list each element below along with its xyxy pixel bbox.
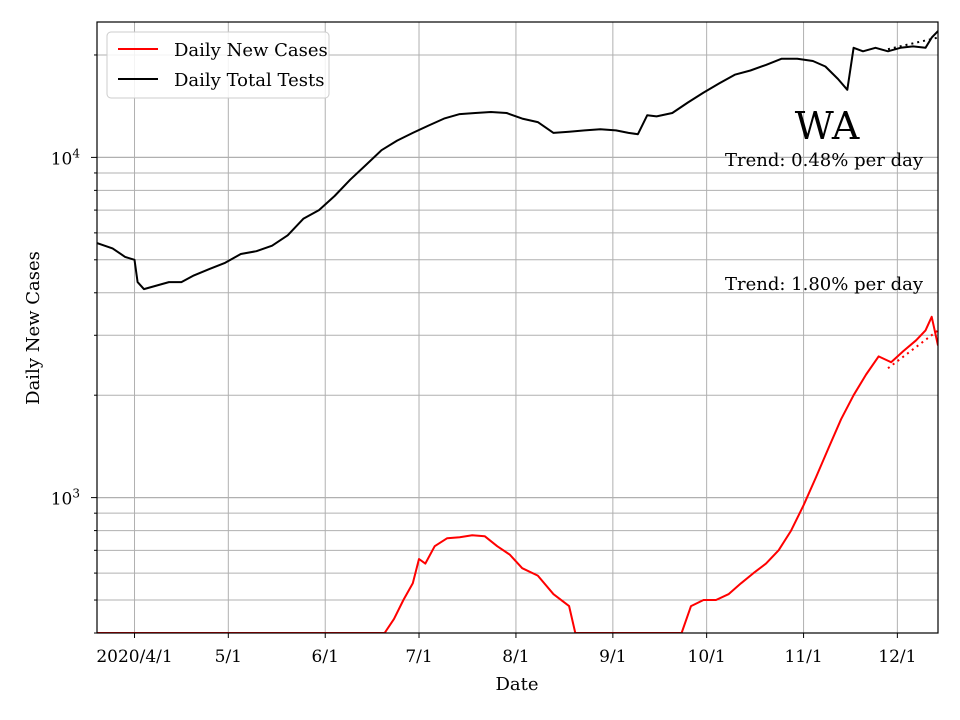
trend-annotation-cases: Trend: 1.80% per day (725, 274, 924, 295)
legend-label-cases: Daily New Cases (174, 40, 328, 61)
x-tick-label: 9/1 (599, 647, 626, 667)
x-tick-label: 10/1 (688, 647, 726, 667)
trend-line-daily-new-cases (887, 329, 938, 370)
x-tick-label: 2020/4/1 (96, 647, 172, 667)
x-axis-label: Date (495, 674, 538, 695)
y-axis-label: Daily New Cases (23, 251, 44, 405)
x-tick-label: 8/1 (502, 647, 529, 667)
x-tick-label: 12/1 (878, 647, 916, 667)
series-layer (97, 30, 938, 633)
trend-line-daily-total-tests (887, 36, 938, 51)
series-line-daily-total-tests (97, 30, 938, 291)
y-tick-label: 104 (51, 146, 81, 169)
legend: Daily New Cases Daily Total Tests (106, 31, 330, 99)
y-tick-label: 103 (51, 487, 80, 510)
grid-lines (97, 22, 938, 634)
legend-label-tests: Daily Total Tests (174, 70, 324, 91)
x-tick-label: 6/1 (312, 647, 339, 667)
x-tick-label: 11/1 (784, 647, 822, 667)
series-line-daily-new-cases (97, 315, 938, 633)
trend-annotation-tests: Trend: 0.48% per day (725, 150, 924, 171)
legend-box (106, 31, 330, 99)
x-tick-label: 5/1 (215, 647, 242, 667)
plot-frame (96, 21, 939, 634)
tick-layer: 2020/4/1 5/1 6/1 7/1 8/1 9/1 10/1 11/1 12/1 103 10… (51, 54, 916, 667)
state-label: WA (795, 104, 860, 148)
x-tick-label: 7/1 (405, 647, 432, 667)
